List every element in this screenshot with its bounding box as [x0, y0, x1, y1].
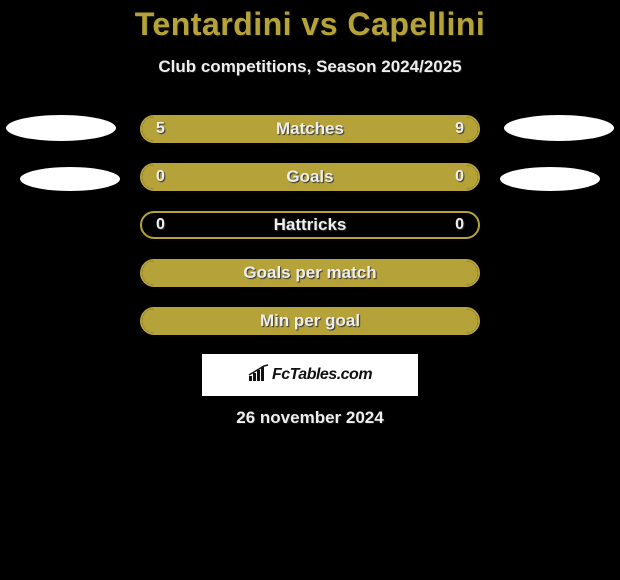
comparison-infographic: Tentardini vs Capellini Club competition…	[0, 0, 620, 580]
comparison-content: 5 Matches 9 0 Goals 0 0 Hattricks 0 Goal…	[0, 115, 620, 335]
bar-value-right: 0	[455, 213, 464, 237]
bar-row-goals: 0 Goals 0	[140, 163, 480, 191]
bar-row-hattricks: 0 Hattricks 0	[140, 211, 480, 239]
page-subtitle: Club competitions, Season 2024/2025	[0, 57, 620, 77]
date-label: 26 november 2024	[0, 408, 620, 428]
bar-row-matches: 5 Matches 9	[140, 115, 480, 143]
bar-value-right: 0	[455, 165, 464, 189]
bar-chart-icon	[248, 364, 270, 387]
player-photo-left-1	[6, 115, 116, 141]
comparison-bars: 5 Matches 9 0 Goals 0 0 Hattricks 0 Goal…	[140, 115, 480, 355]
bar-label: Matches	[142, 117, 478, 141]
bar-label: Hattricks	[142, 213, 478, 237]
source-inner: FcTables.com	[248, 364, 372, 387]
bar-value-right: 9	[455, 117, 464, 141]
source-text: FcTables.com	[272, 366, 372, 384]
bar-label: Min per goal	[142, 309, 478, 333]
source-box: FcTables.com	[202, 354, 418, 396]
player-photo-right-2	[500, 167, 600, 191]
bar-row-goals-per-match: Goals per match	[140, 259, 480, 287]
page-title: Tentardini vs Capellini	[0, 0, 620, 43]
bar-label: Goals per match	[142, 261, 478, 285]
player-photo-left-2	[20, 167, 120, 191]
player-photo-right-1	[504, 115, 614, 141]
bar-row-min-per-goal: Min per goal	[140, 307, 480, 335]
bar-label: Goals	[142, 165, 478, 189]
